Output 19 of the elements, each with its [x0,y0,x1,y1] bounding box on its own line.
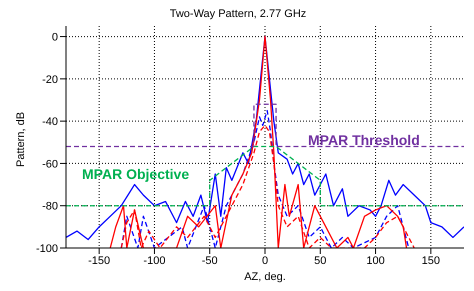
y-tick-label: -60 [42,158,58,170]
annotation: MPAR Threshold [308,132,420,148]
line-series [66,146,464,206]
x-tick-label: -100 [143,254,166,267]
x-tick-label: 50 [314,254,326,267]
y-tick-label: -80 [42,200,58,213]
x-tick-label: 0 [262,254,268,267]
y-tick-label: -100 [36,242,58,255]
annotation: MPAR Objective [82,166,190,182]
y-tick-label: -40 [42,116,58,128]
x-axis-title: AZ, deg. [244,271,286,283]
x-tick-label: 100 [366,254,385,267]
x-tick-label: -150 [88,254,110,267]
x-tick-label: 150 [422,254,440,267]
x-tick-label: -50 [202,254,218,267]
y-axis-title: Pattern, dB [14,112,27,167]
chart-title: Two-Way Pattern, 2.77 GHz [168,8,308,22]
y-tick-label: -20 [42,74,58,86]
y-tick-label: 0 [52,31,58,44]
